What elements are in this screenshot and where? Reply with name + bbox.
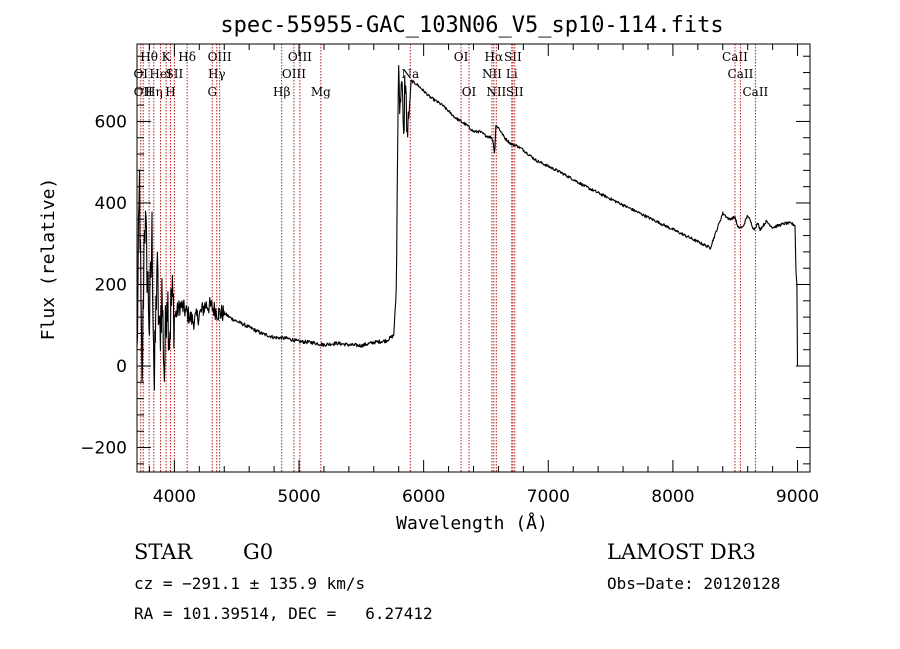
line-marker-label: Na [401,67,419,81]
line-marker-label: Hθ [140,50,158,64]
x-axis-label: Wavelength (Å) [396,512,548,534]
y-axis-label: Flux (relative) [38,178,59,341]
line-marker-label: G [207,85,217,99]
line-marker-label: OIII [282,67,306,81]
line-markers: OIIOIHθHηHeIKHSIIHδGHγOIIIHβOIIIOIIIMgNa… [133,44,769,472]
line-marker-label: Li [506,67,518,81]
line-marker-label: K [162,50,172,64]
y-tick-label: 200 [95,275,127,295]
x-tick-label: 5000 [277,487,320,507]
axes: 4000 5000 6000 7000 8000 9000 −200 0 200 400 600 [80,43,819,507]
line-marker-label: CaII [728,67,754,81]
plot-frame [136,43,811,473]
line-marker-label: OI [133,67,148,81]
line-marker-label: Hδ [178,50,196,64]
line-marker-label: OIII [208,50,232,64]
line-marker-label: OI [454,50,469,64]
line-marker-label: NII [482,67,502,81]
x-tick-label: 8000 [651,487,694,507]
x-tick-label: 9000 [776,487,819,507]
line-marker-label: OIII [288,50,312,64]
spectrum-series [136,64,799,391]
line-marker-label: Hα [485,50,504,64]
y-tick-label: 600 [95,112,127,132]
line-marker-label: SII [504,50,522,64]
line-marker-label: Mg [311,85,331,99]
spectrum-line [136,64,799,391]
chart-title: spec-55955-GAC_103N06_V5_sp10-114.fits [220,13,723,38]
line-marker-label: H [165,85,175,99]
object-class: STAR [134,540,193,564]
line-marker-label: SII [166,67,184,81]
obs-date: Obs−Date: 20120128 [607,574,781,593]
y-tick-label: −200 [80,439,127,459]
line-marker-label: Hη [145,85,163,99]
y-tick-label: 0 [116,357,127,377]
coordinates: RA = 101.39514, DEC = 6.27412 [134,604,433,623]
line-marker-label: CaII [722,50,748,64]
line-marker-label: NII [486,85,506,99]
line-marker-label: CaII [742,85,768,99]
line-marker-label: OI [462,85,477,99]
line-marker-label: Hγ [208,67,226,81]
x-tick-label: 4000 [153,487,196,507]
y-tick-label: 400 [95,194,127,214]
line-marker-label: Hβ [273,85,290,99]
object-subclass: G0 [243,540,274,564]
x-tick-label: 7000 [527,487,570,507]
survey-name: LAMOST DR3 [607,540,756,564]
line-marker-label: SII [506,85,524,99]
x-tick-label: 6000 [402,487,445,507]
redshift-text: cz = −291.1 ± 135.9 km/s [134,574,366,593]
